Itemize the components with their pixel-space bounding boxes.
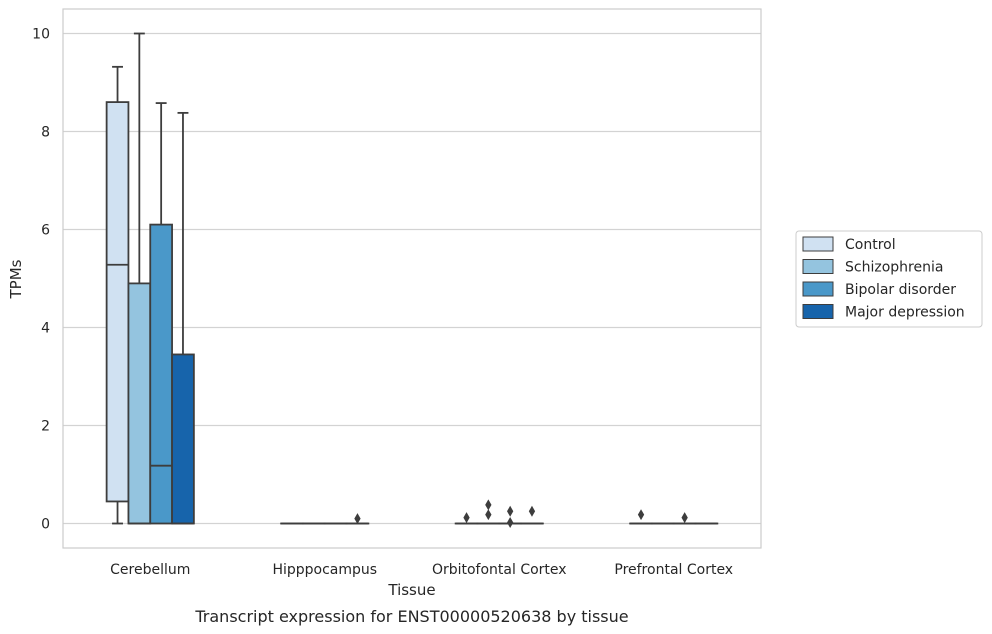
box xyxy=(672,512,697,525)
box-body xyxy=(149,223,173,525)
y-tick-label: 10 xyxy=(32,27,50,43)
outlier-point xyxy=(528,505,536,517)
outlier-point xyxy=(637,509,645,521)
x-tick-label: Prefrontal Cortex xyxy=(614,562,733,578)
box xyxy=(476,499,501,525)
legend-entry-label: Bipolar disorder xyxy=(845,282,956,298)
legend-entry-label: Control xyxy=(845,237,896,253)
outlier-point xyxy=(507,505,514,517)
box xyxy=(149,102,173,525)
y-tick-label: 4 xyxy=(41,321,50,337)
y-tick-label: 8 xyxy=(41,125,50,141)
y-tick-label: 2 xyxy=(41,419,50,435)
outlier-point xyxy=(507,517,514,528)
outlier-point xyxy=(681,512,688,524)
plot-frame xyxy=(62,8,762,549)
x-tick-label: Orbitofontal Cortex xyxy=(432,562,567,578)
legend-swatch xyxy=(802,259,834,274)
box xyxy=(498,505,522,528)
box-body xyxy=(127,282,152,525)
box-body xyxy=(171,353,195,525)
legend-entry-label: Major depression xyxy=(845,305,965,321)
legend: Control Schizophrenia Bipolar disorder Majo… xyxy=(795,230,983,328)
box xyxy=(345,513,370,525)
y-axis-label: TPMs xyxy=(7,259,25,299)
legend-frame xyxy=(795,230,983,328)
legend-swatch xyxy=(802,281,834,297)
legend-swatch xyxy=(802,304,834,319)
box xyxy=(105,65,130,525)
box xyxy=(629,509,653,525)
y-tick-labels: 0 2 4 6 8 10 xyxy=(32,27,50,533)
x-axis-label: Tissue xyxy=(387,581,435,599)
x-tick-label: Cerebellum xyxy=(110,562,190,578)
chart-caption: Transcript expression for ENST0000052063… xyxy=(194,607,628,626)
x-tick-labels: Cerebellum Hipppocampus Orbitofontal Corte… xyxy=(110,562,733,578)
box xyxy=(127,32,152,525)
box xyxy=(171,111,195,525)
box xyxy=(454,512,479,525)
legend-entry-label: Schizophrenia xyxy=(845,260,943,276)
box-series-layer xyxy=(105,32,719,528)
box-body xyxy=(105,101,130,503)
y-tick-label: 6 xyxy=(41,223,50,239)
outlier-point xyxy=(485,499,492,511)
outlier-point xyxy=(354,513,361,525)
legend-swatch xyxy=(802,236,834,252)
x-tick-label: Hipppocampus xyxy=(272,562,377,578)
box xyxy=(520,505,544,525)
outlier-point xyxy=(463,512,470,524)
outlier-point xyxy=(485,509,492,521)
y-tick-label: 0 xyxy=(41,517,50,533)
